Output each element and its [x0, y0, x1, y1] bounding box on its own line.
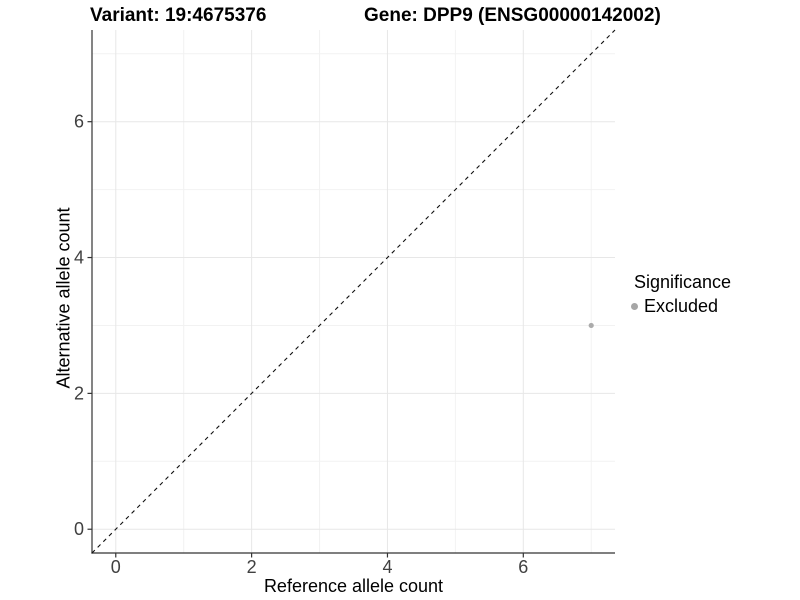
x-tick-label: 4: [382, 557, 392, 577]
legend-point-swatch-icon: [631, 303, 638, 310]
legend: Significance Excluded: [630, 272, 731, 317]
legend-title: Significance: [634, 272, 732, 292]
y-tick-label: 2: [74, 383, 84, 403]
y-tick-label: 0: [74, 519, 84, 539]
y-tick-label: 4: [74, 248, 84, 268]
legend-item-label: Excluded: [644, 296, 719, 316]
identity-reference-line: [91, 29, 616, 554]
y-axis-title: Alternative allele count: [53, 207, 74, 389]
x-tick-label: 0: [111, 557, 121, 577]
legend-item-excluded: Excluded: [630, 296, 731, 317]
data-point: [588, 322, 594, 329]
plot-title-variant: Variant: 19:4675376: [90, 5, 267, 26]
x-axis-title: Reference allele count: [263, 576, 444, 596]
x-tick-label: 6: [518, 557, 528, 577]
y-tick-label: 6: [74, 112, 84, 132]
x-tick-label: 2: [247, 557, 257, 577]
plot-title-gene: Gene: DPP9 (ENSG00000142002): [364, 5, 661, 26]
